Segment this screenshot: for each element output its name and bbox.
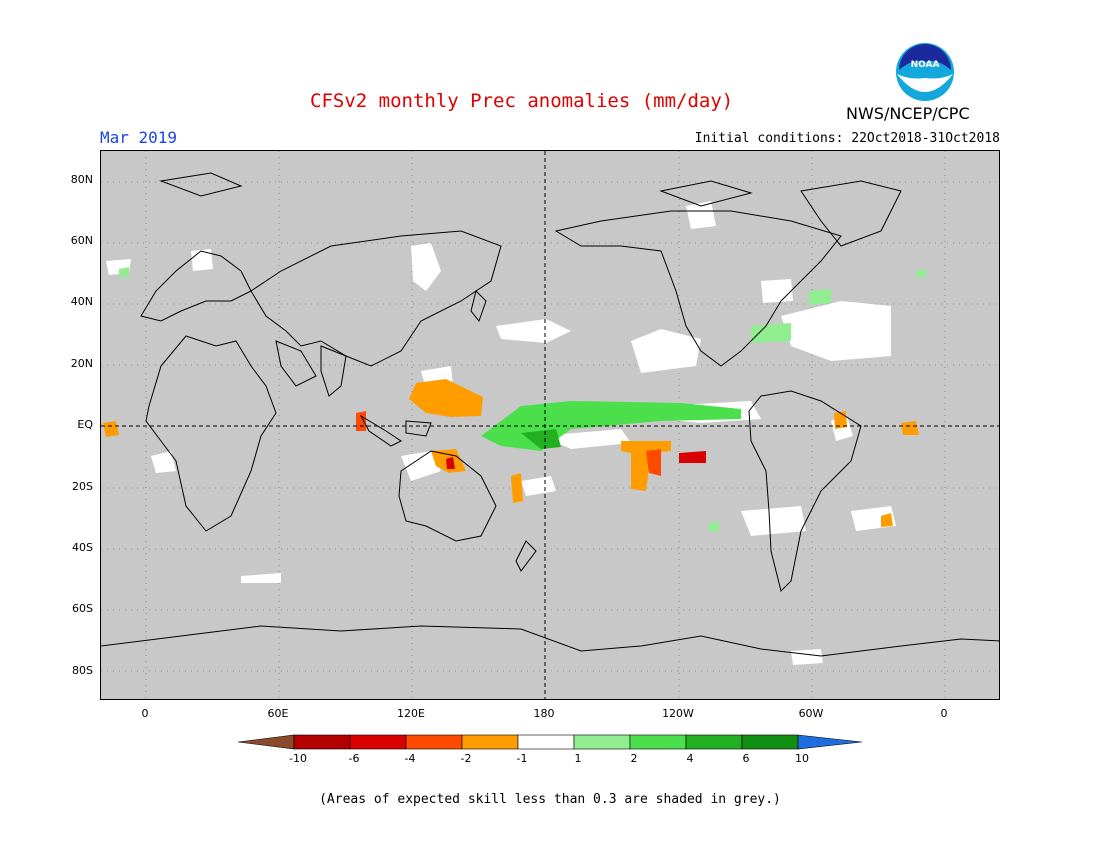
y-tick-label: 60N bbox=[70, 234, 93, 247]
x-tick-label: 60E bbox=[267, 707, 289, 720]
x-tick-label: 120W bbox=[662, 707, 694, 720]
legend-label: -6 bbox=[348, 752, 360, 765]
world-map bbox=[100, 150, 1000, 700]
noaa-logo: NOAA bbox=[894, 41, 956, 103]
legend-label: 10 bbox=[795, 752, 809, 765]
y-tick-label: 20S bbox=[72, 480, 93, 493]
legend-label: -2 bbox=[460, 752, 472, 765]
legend-swatch bbox=[517, 734, 575, 750]
legend-label: 1 bbox=[574, 752, 582, 765]
logo-text: NOAA bbox=[911, 60, 940, 70]
legend-arrow-high bbox=[797, 734, 862, 750]
y-tick-label: 40S bbox=[72, 541, 93, 554]
x-tick-label: 60W bbox=[798, 707, 824, 720]
y-tick-label: 20N bbox=[70, 357, 93, 370]
dry-anomalies bbox=[103, 379, 919, 527]
y-tick-label: 80N bbox=[70, 173, 93, 186]
legend-label: 6 bbox=[742, 752, 750, 765]
legend-label: -1 bbox=[516, 752, 528, 765]
legend-label: 4 bbox=[686, 752, 694, 765]
legend-swatch bbox=[349, 734, 407, 750]
initial-conditions: Initial conditions: 22Oct2018-31Oct2018 bbox=[694, 131, 1000, 146]
y-tick-label: 60S bbox=[72, 602, 93, 615]
x-tick-label: 180 bbox=[533, 707, 555, 720]
x-tick-label: 0 bbox=[940, 707, 948, 720]
x-tick-label: 0 bbox=[141, 707, 149, 720]
x-tick-label: 120E bbox=[397, 707, 425, 720]
near-normal-areas bbox=[106, 201, 896, 665]
skill-footnote: (Areas of expected skill less than 0.3 a… bbox=[319, 792, 781, 807]
legend-label: -10 bbox=[289, 752, 307, 765]
color-legend bbox=[238, 734, 862, 750]
legend-label: -4 bbox=[404, 752, 416, 765]
coastlines bbox=[101, 172, 999, 657]
legend-arrow-low bbox=[238, 734, 295, 750]
y-tick-label: 40N bbox=[70, 295, 93, 308]
y-tick-label: 80S bbox=[72, 664, 93, 677]
legend-swatch bbox=[461, 734, 519, 750]
legend-swatch bbox=[573, 734, 631, 750]
legend-swatch bbox=[685, 734, 743, 750]
legend-swatch bbox=[293, 734, 351, 750]
legend-swatch bbox=[405, 734, 463, 750]
y-tick-label: EQ bbox=[77, 418, 93, 431]
agency-label: NWS/NCEP/CPC bbox=[846, 104, 970, 123]
legend-swatch bbox=[741, 734, 799, 750]
forecast-month: Mar 2019 bbox=[100, 128, 178, 147]
wet-anomalies bbox=[119, 267, 926, 531]
legend-swatch bbox=[629, 734, 687, 750]
map-canvas bbox=[101, 151, 999, 699]
chart-title: CFSv2 monthly Prec anomalies (mm/day) bbox=[310, 90, 734, 112]
legend-label: 2 bbox=[630, 752, 638, 765]
